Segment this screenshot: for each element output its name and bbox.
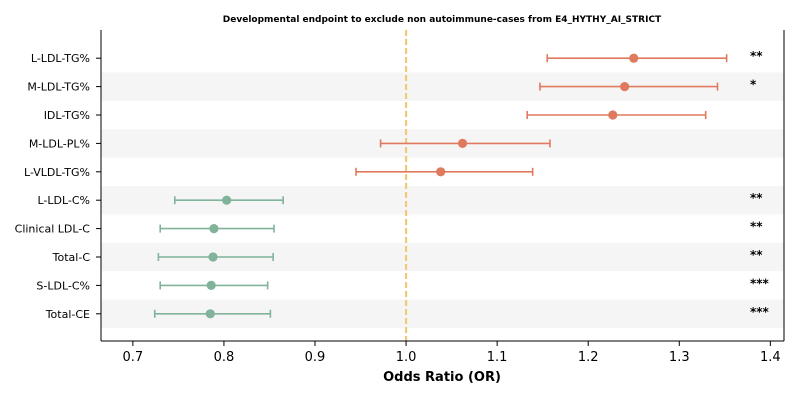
x-tick-label: 1.2 (578, 350, 599, 365)
y-tick-label: Total-CE (45, 308, 90, 321)
y-axis-labels: L-LDL-TG% M-LDL-TG% IDL-TG% M-LDL-PL% L-VLDL… (15, 52, 101, 321)
y-tick-label: M-LDL-TG% (27, 81, 90, 94)
significance-label: ** (750, 248, 763, 262)
forest-row (355, 167, 534, 177)
or-point (629, 53, 639, 63)
y-tick-label: L-LDL-TG% (31, 52, 90, 65)
x-axis-label: Odds Ratio (OR) (383, 370, 501, 385)
x-tick-label: 0.8 (214, 350, 235, 365)
y-tick-label: S-LDL-C% (36, 279, 90, 292)
forest-row (159, 280, 269, 290)
significance-label: *** (750, 276, 770, 290)
y-tick-label: L-VLDL-TG% (24, 166, 90, 179)
or-point (205, 309, 215, 319)
chart-title: Developmental endpoint to exclude non au… (223, 15, 662, 25)
significance-labels: *************** (750, 49, 770, 319)
forest-row (379, 138, 551, 148)
forest-row (153, 309, 272, 319)
or-point (208, 252, 218, 262)
x-tick-label: 0.7 (123, 350, 144, 365)
y-tick-label: M-LDL-PL% (29, 137, 90, 150)
y-tick-label: Total-C (52, 251, 91, 264)
x-axis-ticks: 0.7 0.8 0.9 1.0 1.1 1.2 1.3 1.4 (123, 341, 781, 365)
or-point (608, 110, 618, 120)
data-rows (153, 53, 728, 319)
or-point (206, 280, 216, 290)
significance-label: ** (750, 191, 763, 205)
forest-row (157, 252, 274, 262)
x-tick-label: 1.3 (669, 350, 690, 365)
x-tick-label: 1.0 (396, 350, 417, 365)
or-point (222, 195, 232, 205)
significance-label: ** (750, 49, 763, 63)
forest-row (526, 110, 707, 120)
axes-frame (100, 30, 785, 342)
x-tick-label: 1.1 (487, 350, 508, 365)
y-tick-label: Clinical LDL-C (15, 223, 91, 236)
forest-row (173, 195, 284, 205)
x-tick-label: 1.4 (760, 350, 781, 365)
forest-row (546, 53, 728, 63)
or-point (436, 167, 446, 177)
forest-row (539, 82, 719, 92)
significance-label: ** (750, 220, 763, 234)
or-point (620, 82, 630, 92)
or-point (209, 224, 219, 234)
y-tick-label: IDL-TG% (44, 109, 90, 122)
significance-label: *** (750, 305, 770, 319)
significance-label: * (750, 78, 757, 92)
or-point (457, 138, 468, 148)
x-tick-label: 0.9 (305, 350, 326, 365)
y-tick-label: L-LDL-C% (37, 194, 90, 207)
forest-row (159, 224, 275, 234)
